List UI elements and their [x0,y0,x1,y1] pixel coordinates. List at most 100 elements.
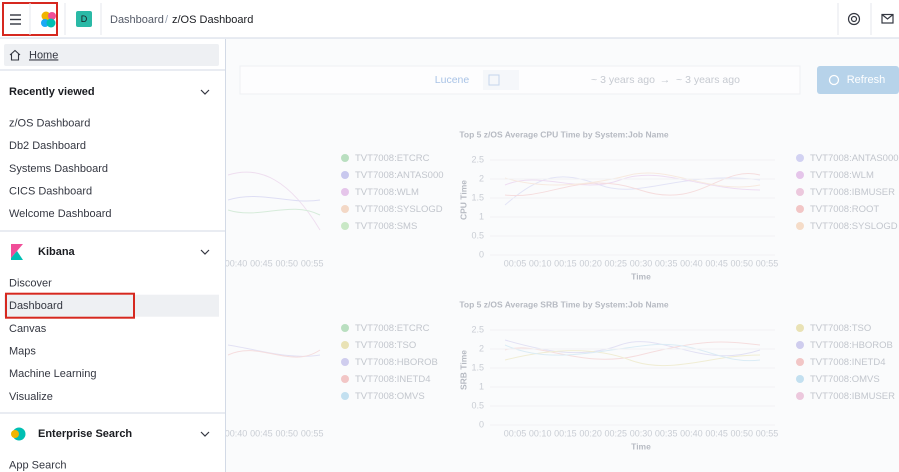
legend-label[interactable]: TVT7008:ANTAS000 [355,170,444,181]
query-input[interactable] [239,65,801,95]
nav-link[interactable]: Welcome Dashboard [9,208,112,220]
legend-dot [796,392,804,400]
refresh-icon [828,74,840,86]
avatar-letter: D [81,14,88,24]
legend-label[interactable]: TVT7008:HBOROB [810,340,893,351]
legend-label[interactable]: TVT7008:IBMUSER [810,187,895,198]
x-tick-label: 00:10 [529,258,552,268]
legend-label[interactable]: TVT7008:WLM [810,170,874,181]
chevron[interactable] [200,431,210,437]
legend-dot [796,375,804,383]
legend-label[interactable]: TVT7008:OMVS [810,374,880,385]
legend-label[interactable]: TVT7008:SYSLOGD [810,221,898,232]
legend-label[interactable]: TVT7008:ROOT [810,204,879,215]
legend-label[interactable]: TVT7008:ETCRC [355,323,430,334]
home-row[interactable] [4,44,219,66]
x-axis-label: Time [631,271,651,281]
y-axis-label: CPU Time [458,180,468,220]
legend-dot [341,222,349,230]
section-title[interactable]: Kibana [38,246,76,258]
x-tick-label: 00:50 [276,428,299,438]
x-tick-label: 00:55 [301,258,324,268]
x-tick-label: 00:05 [504,258,527,268]
legend-label[interactable]: TVT7008:IBMUSER [810,391,895,402]
legend-label[interactable]: TVT7008:ETCRC [355,153,430,164]
x-tick-label: 00:15 [554,428,577,438]
section-title[interactable]: Recently viewed [9,86,95,98]
nav-link[interactable]: z/OS Dashboard [9,117,90,129]
calendar-icon [488,74,500,86]
nav-link[interactable]: Machine Learning [9,368,96,380]
legend-label[interactable]: TVT7008:SYSLOGD [355,204,443,215]
date-picker[interactable] [483,70,519,90]
legend-label[interactable]: TVT7008:WLM [355,187,419,198]
nav-link[interactable]: Visualize [9,391,53,403]
mail-icon[interactable] [881,13,894,24]
nav-link[interactable]: Maps [9,346,36,358]
x-tick-label: 00:45 [705,428,728,438]
time-arrow: → [660,74,671,86]
elastic-logo[interactable] [41,11,56,28]
time-end[interactable]: ~ 3 years ago [676,74,740,86]
y-tick-label: 1.5 [471,192,484,202]
home-link[interactable]: Home [29,49,58,61]
time-start[interactable]: ~ 3 years ago [591,74,655,86]
panel-title: Top 5 z/OS Average SRB Time by System:Jo… [459,299,669,309]
legend-label[interactable]: TVT7008:INETD4 [810,357,886,368]
legend-label[interactable]: TVT7008:HBOROB [355,357,438,368]
legend-dot [341,358,349,366]
nav-link[interactable]: Dashboard [9,300,63,312]
nav-link[interactable]: Discover [9,277,52,289]
y-tick-label: 2.5 [471,154,484,164]
x-tick-label: 00:50 [731,428,754,438]
chevron[interactable] [200,89,210,95]
query-language[interactable]: Lucene [435,74,470,86]
nav-link[interactable]: App Search [9,459,66,471]
legend-label[interactable]: TVT7008:OMVS [355,391,425,402]
refresh-button[interactable] [817,66,899,94]
x-tick-label: 00:40 [680,428,703,438]
legend-label[interactable]: TVT7008:TSO [810,323,871,334]
x-tick-label: 00:15 [554,258,577,268]
refresh-label[interactable]: Refresh [847,74,886,86]
section-title[interactable]: Enterprise Search [38,428,132,440]
legend-label[interactable]: TVT7008:TSO [355,340,416,351]
y-tick-label: 0 [479,419,484,429]
x-tick-label: 00:35 [655,428,678,438]
legend-dot [341,324,349,332]
x-tick-label: 00:40 [225,428,248,438]
y-tick-label: 0.5 [471,230,484,240]
x-tick-label: 00:05 [504,428,527,438]
nav-sections: Recently viewed z/OS Dashboard Db2 Dashboa… [0,69,225,471]
x-tick-label: 00:40 [680,258,703,268]
nav-link[interactable]: Systems Dashboard [9,163,108,175]
nav-link[interactable]: CICS Dashboard [9,186,92,198]
space-avatar[interactable] [76,11,92,27]
legend-dot [796,205,804,213]
x-axis-label: Time [631,441,651,451]
panel-title: Top 5 z/OS Average CPU Time by System:Jo… [459,129,669,139]
chevron[interactable] [200,249,210,255]
y-tick-label: 1.5 [471,362,484,372]
legend-dot [796,341,804,349]
y-tick-label: 1 [479,381,484,391]
nav-link[interactable]: Canvas [9,323,47,335]
legend-label[interactable]: TVT7008:SMS [355,221,417,232]
legend-dot [796,358,804,366]
x-tick-label: 00:55 [301,428,324,438]
home-icon [9,49,21,61]
breadcrumb: z/OS Dashboard [172,14,253,26]
x-tick-label: 00:45 [705,258,728,268]
legend-label[interactable]: TVT7008:ANTAS000 [810,153,899,164]
dashboard-panels: TVT7008:ETCRC TVT7008:ANTAS000 TVT7008:WLM… [225,129,899,451]
active-row [4,294,219,317]
help-icon[interactable] [847,12,861,26]
breadcrumb[interactable]: Dashboard [110,14,164,26]
legend-label[interactable]: TVT7008:INETD4 [355,374,431,385]
kibana-logo-part [11,251,23,260]
y-tick-label: 2 [479,173,484,183]
nav-link[interactable]: Db2 Dashboard [9,140,86,152]
menu-button[interactable] [10,14,21,25]
legend-dot [796,188,804,196]
